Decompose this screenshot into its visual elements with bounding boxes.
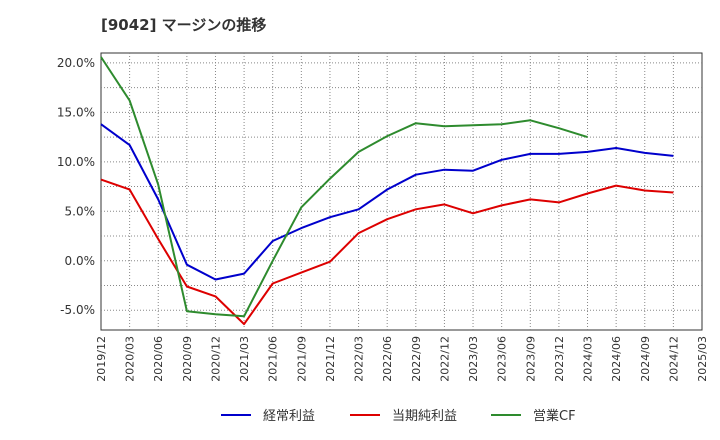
series-line-1: [100, 123, 674, 281]
x-tick-label: 2021/09: [295, 336, 308, 382]
y-tick-label: -5.0%: [60, 303, 95, 317]
x-tick-label: 2022/06: [381, 336, 394, 382]
x-tick-label: 2024/09: [639, 336, 652, 382]
x-tick-label: 2021/12: [324, 336, 337, 382]
series-line-3: [100, 56, 588, 318]
x-tick-label: 2019/12: [95, 336, 108, 382]
x-tick-label: 2023/12: [553, 336, 566, 382]
plot-area: [100, 52, 703, 331]
x-tick-label: 2022/12: [438, 336, 451, 382]
chart-title: [9042] マージンの推移: [101, 16, 267, 34]
y-tick-label: 10.0%: [57, 155, 95, 169]
x-tick-label: 2021/03: [238, 336, 251, 382]
x-tick-label: 2022/03: [353, 336, 366, 382]
x-tick-label: 2020/06: [152, 336, 165, 382]
series-line-2: [100, 178, 674, 326]
legend-label: 当期純利益: [392, 409, 457, 424]
x-tick-label: 2020/09: [181, 336, 194, 382]
y-tick-label: 20.0%: [57, 56, 95, 70]
x-tick-label: 2024/06: [610, 336, 623, 382]
x-tick-label: 2020/12: [209, 336, 222, 382]
x-tick-label: 2024/12: [667, 336, 680, 382]
x-tick-label: 2025/03: [696, 336, 709, 382]
x-tick-label: 2023/09: [524, 336, 537, 382]
y-tick-label: 15.0%: [57, 105, 95, 119]
x-tick-label: 2023/06: [496, 336, 509, 382]
x-tick-label: 2021/06: [267, 336, 280, 382]
y-tick-label: 5.0%: [65, 204, 96, 218]
y-tick-label: 0.0%: [65, 254, 96, 268]
x-tick-label: 2020/03: [124, 336, 137, 382]
x-tick-label: 2022/09: [410, 336, 423, 382]
legend-label: 経常利益: [263, 409, 315, 424]
x-tick-label: 2024/03: [582, 336, 595, 382]
x-tick-label: 2023/03: [467, 336, 480, 382]
legend-label: 営業CF: [533, 408, 576, 424]
